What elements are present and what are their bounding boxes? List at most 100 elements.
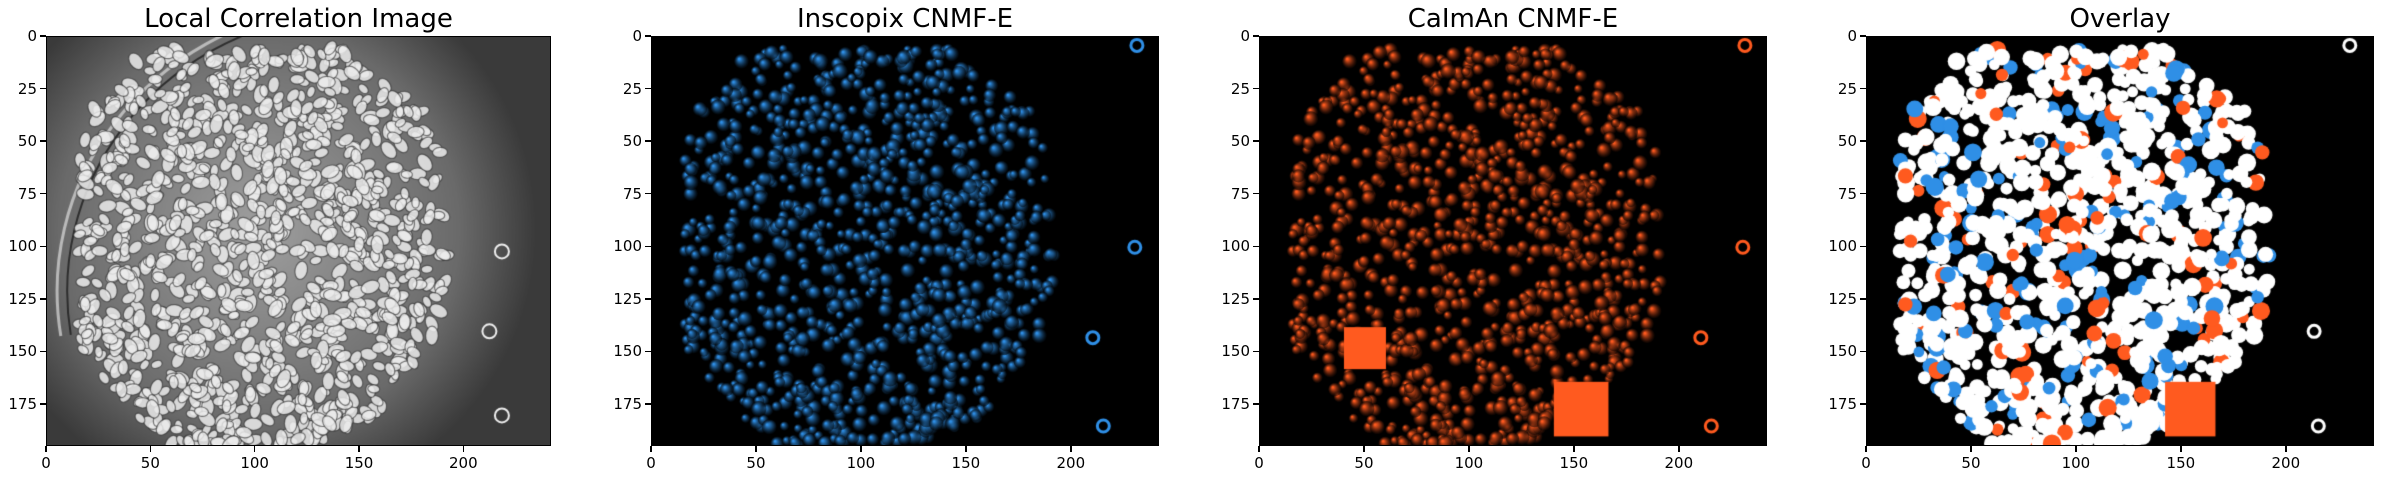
y-tick-label: 150 [1221,342,1250,361]
y-tick [40,87,46,90]
x-tick [650,446,652,452]
y-tick-label: 75 [17,184,37,203]
y-tick-label: 25 [17,79,37,98]
y-tick [40,298,46,300]
y-tick-label: 175 [613,394,642,413]
x-tick [45,446,47,452]
x-tick-label: 100 [2061,454,2091,472]
x-tick [149,446,152,452]
y-tick [40,35,46,37]
panel-title-correlation: Local Correlation Image [144,4,453,34]
x-tick [1070,446,1072,452]
y-tick-label: 75 [1837,184,1857,203]
x-tick [1468,446,1470,452]
x-tick-label: 0 [646,454,656,472]
y-tick-label: 150 [613,342,642,361]
x-tick [1865,446,1867,452]
y-tick-label: 75 [622,184,642,203]
y-tick [645,403,651,405]
y-tick [1253,35,1259,37]
y-tick [645,192,651,195]
y-tick-label: 0 [1847,27,1857,45]
x-tick [2180,446,2182,452]
x-tick-label: 50 [140,454,160,472]
y-tick-label: 150 [8,342,37,361]
y-tick [40,245,46,247]
y-tick [645,35,651,37]
y-tick-label: 25 [1837,79,1857,98]
y-tick [1253,403,1259,405]
x-tick-label: 50 [1961,454,1981,472]
x-tick [2285,446,2287,452]
x-tick [1573,446,1575,452]
y-tick-label: 50 [622,132,642,151]
y-tick [1253,140,1259,142]
x-tick-label: 50 [1354,454,1374,472]
panel-title-inscopix: Inscopix CNMF-E [796,4,1014,34]
y-tick-label: 125 [1221,289,1250,308]
x-tick-label: 50 [746,454,766,472]
y-tick [1253,87,1259,90]
y-tick [645,350,651,353]
x-tick [1258,446,1260,452]
y-tick-label: 0 [27,27,37,45]
y-tick-label: 25 [1230,79,1250,98]
y-tick [1860,350,1866,353]
y-tick-label: 0 [632,27,642,45]
y-tick-label: 50 [1837,132,1857,151]
inscopix-footprints-image [651,36,1159,446]
y-tick [1253,350,1259,353]
panel-title-caiman: CaImAn CNMF-E [1407,4,1619,34]
y-tick [1253,298,1259,300]
y-tick [1860,87,1866,90]
y-tick-label: 100 [613,237,642,256]
y-tick-label: 150 [1828,342,1857,361]
y-tick [40,350,46,353]
x-tick-label: 200 [2271,454,2301,472]
x-tick-label: 200 [449,454,478,472]
y-tick-label: 175 [8,394,37,413]
y-tick [1860,245,1866,247]
x-tick-label: 0 [1254,454,1264,472]
x-tick [1678,446,1680,452]
x-tick [860,446,862,452]
x-tick-label: 150 [951,454,981,472]
panel-title-overlay: Overlay [2069,4,2171,34]
x-tick [253,446,256,452]
x-tick-label: 150 [344,454,374,472]
x-tick-label: 0 [1861,454,1871,472]
y-tick-label: 100 [1221,237,1250,256]
x-tick-label: 100 [846,454,876,472]
y-tick [1860,35,1866,37]
y-tick [40,192,46,195]
y-tick [1253,245,1259,247]
x-tick-label: 200 [1664,454,1694,472]
y-tick-label: 175 [1221,394,1250,413]
x-tick-label: 100 [240,454,269,472]
y-tick [40,403,46,405]
y-tick [645,298,651,300]
x-tick-label: 150 [1559,454,1589,472]
x-tick-label: 200 [1056,454,1086,472]
y-tick-label: 125 [1828,289,1857,308]
x-tick [462,446,465,452]
y-tick-label: 125 [613,289,642,308]
y-tick-label: 100 [1828,237,1857,256]
x-tick [755,446,757,452]
y-tick-label: 0 [1240,27,1250,45]
x-tick-label: 150 [2166,454,2196,472]
x-tick-label: 0 [41,454,51,472]
y-tick [645,87,651,90]
overlay-image [1866,36,2374,446]
y-tick [645,140,651,142]
x-tick [2075,446,2077,452]
y-tick-label: 100 [8,237,37,256]
y-tick [645,245,651,247]
x-tick [358,446,360,452]
correlation-image [46,36,551,446]
y-tick-label: 50 [17,132,37,151]
y-tick-label: 125 [8,289,37,308]
y-tick [1860,192,1866,195]
x-tick-label: 100 [1454,454,1484,472]
